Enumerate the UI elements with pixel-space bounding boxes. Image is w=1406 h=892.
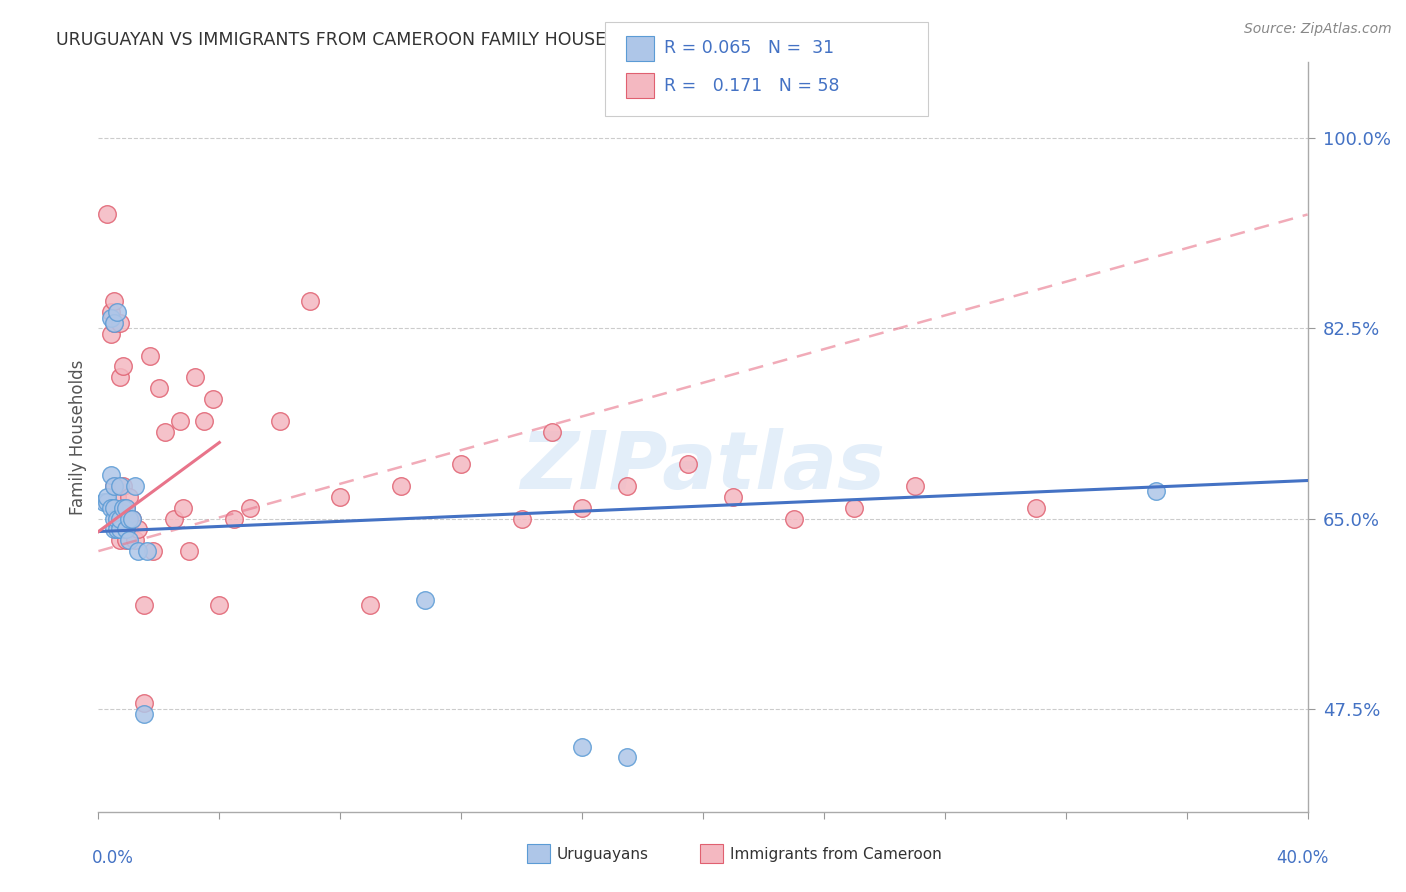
Point: [108, 522, 131, 536]
Point: [121, 511, 143, 525]
Point: [389, 479, 412, 493]
Point: [108, 533, 131, 548]
Point: [111, 511, 134, 525]
Point: [111, 359, 134, 374]
Text: Uruguayans: Uruguayans: [557, 847, 648, 862]
Point: [169, 414, 191, 428]
Point: [132, 599, 155, 613]
Point: [153, 425, 176, 439]
Point: [224, 511, 246, 525]
Point: [105, 522, 128, 536]
Point: [121, 511, 143, 525]
Point: [100, 468, 122, 483]
Point: [184, 370, 207, 384]
Point: [127, 544, 149, 558]
Point: [105, 511, 128, 525]
Point: [105, 305, 128, 319]
Point: [571, 739, 593, 754]
Text: ZIPatlas: ZIPatlas: [520, 428, 886, 506]
Y-axis label: Family Households: Family Households: [69, 359, 87, 515]
Point: [118, 511, 141, 525]
Point: [676, 457, 699, 471]
Point: [105, 490, 128, 504]
Point: [118, 511, 141, 525]
Text: URUGUAYAN VS IMMIGRANTS FROM CAMEROON FAMILY HOUSEHOLDS CORRELATION CHART: URUGUAYAN VS IMMIGRANTS FROM CAMEROON FA…: [56, 31, 862, 49]
Text: 40.0%: 40.0%: [1277, 849, 1329, 867]
Point: [111, 522, 134, 536]
Point: [114, 522, 136, 536]
Point: [360, 599, 382, 613]
Point: [111, 500, 134, 515]
Point: [239, 500, 262, 515]
Point: [100, 310, 122, 325]
Point: [571, 500, 593, 515]
Point: [114, 500, 136, 515]
Text: R =   0.171   N = 58: R = 0.171 N = 58: [664, 77, 839, 95]
Point: [114, 522, 136, 536]
Point: [100, 500, 122, 515]
Point: [179, 544, 201, 558]
Point: [114, 533, 136, 548]
Point: [108, 511, 131, 525]
Point: [103, 316, 125, 330]
Point: [616, 750, 638, 764]
Point: [299, 294, 322, 309]
Point: [103, 522, 125, 536]
Point: [269, 414, 291, 428]
Point: [329, 490, 352, 504]
Point: [844, 500, 866, 515]
Point: [540, 425, 562, 439]
Point: [103, 479, 125, 493]
Point: [118, 533, 141, 548]
Point: [118, 490, 141, 504]
Point: [127, 522, 149, 536]
Point: [413, 593, 436, 607]
Point: [103, 294, 125, 309]
Point: [114, 500, 136, 515]
Point: [904, 479, 927, 493]
Point: [100, 305, 122, 319]
Point: [105, 511, 128, 525]
Point: [103, 511, 125, 525]
Text: 0.0%: 0.0%: [91, 849, 134, 867]
Point: [103, 316, 125, 330]
Point: [108, 511, 131, 525]
Point: [450, 457, 472, 471]
Point: [100, 326, 122, 341]
Text: Source: ZipAtlas.com: Source: ZipAtlas.com: [1244, 22, 1392, 37]
Point: [148, 381, 170, 395]
Point: [124, 479, 146, 493]
Point: [193, 414, 215, 428]
Point: [108, 316, 131, 330]
Point: [1144, 484, 1167, 499]
Point: [135, 544, 157, 558]
Point: [208, 599, 231, 613]
Point: [96, 495, 118, 509]
Point: [108, 479, 131, 493]
Text: R = 0.065   N =  31: R = 0.065 N = 31: [664, 39, 834, 57]
Point: [103, 479, 125, 493]
Point: [96, 490, 118, 504]
Point: [616, 479, 638, 493]
Point: [132, 706, 155, 721]
Point: [1024, 500, 1046, 515]
Point: [783, 511, 806, 525]
Text: Immigrants from Cameroon: Immigrants from Cameroon: [730, 847, 942, 862]
Point: [108, 370, 131, 384]
Point: [103, 500, 125, 515]
Point: [132, 696, 155, 710]
Point: [118, 522, 141, 536]
Point: [103, 500, 125, 515]
Point: [111, 479, 134, 493]
Point: [96, 207, 118, 221]
Point: [93, 495, 115, 509]
Point: [172, 500, 194, 515]
Point: [163, 511, 186, 525]
Point: [723, 490, 745, 504]
Point: [510, 511, 533, 525]
Point: [124, 533, 146, 548]
Point: [142, 544, 165, 558]
Point: [139, 349, 162, 363]
Point: [202, 392, 225, 406]
